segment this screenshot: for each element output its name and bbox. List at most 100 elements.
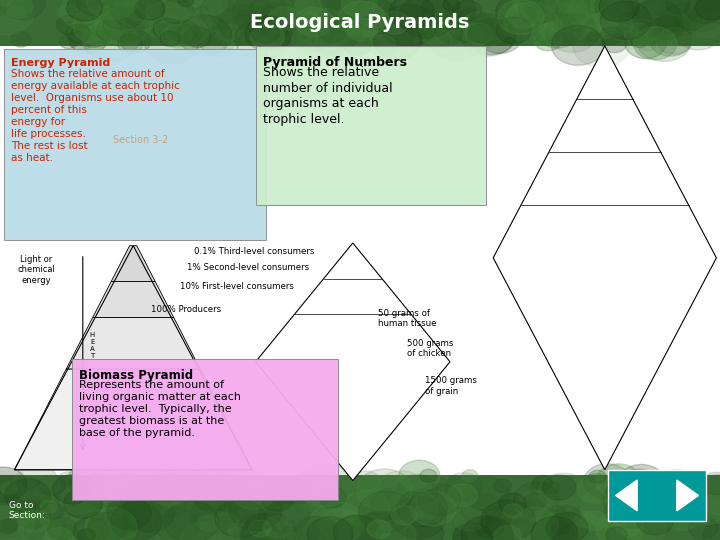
Circle shape <box>7 5 26 20</box>
Circle shape <box>83 0 139 39</box>
Circle shape <box>696 0 720 23</box>
Circle shape <box>144 494 166 510</box>
Circle shape <box>678 483 706 504</box>
Circle shape <box>503 504 523 518</box>
Circle shape <box>180 11 220 42</box>
Circle shape <box>595 5 635 36</box>
Circle shape <box>294 8 333 37</box>
Circle shape <box>107 497 151 530</box>
Circle shape <box>333 515 380 540</box>
Circle shape <box>600 1 652 39</box>
Circle shape <box>551 521 570 535</box>
Circle shape <box>614 512 644 535</box>
Circle shape <box>539 473 588 510</box>
Circle shape <box>70 35 91 51</box>
Circle shape <box>590 0 631 24</box>
Circle shape <box>160 458 210 496</box>
Circle shape <box>249 0 297 30</box>
Circle shape <box>1 482 17 494</box>
Circle shape <box>445 473 482 501</box>
Circle shape <box>376 0 396 9</box>
Circle shape <box>577 474 617 503</box>
Circle shape <box>66 510 120 540</box>
Circle shape <box>316 0 372 25</box>
Circle shape <box>96 4 151 45</box>
Circle shape <box>307 517 353 540</box>
Circle shape <box>471 28 484 37</box>
Circle shape <box>549 505 565 517</box>
Circle shape <box>188 0 202 6</box>
Circle shape <box>413 13 455 44</box>
Circle shape <box>507 0 538 23</box>
Circle shape <box>112 0 165 29</box>
Circle shape <box>625 28 666 59</box>
Circle shape <box>13 500 51 528</box>
Circle shape <box>213 513 239 532</box>
Circle shape <box>181 522 222 540</box>
Circle shape <box>350 513 404 540</box>
Circle shape <box>174 24 201 45</box>
Circle shape <box>94 2 150 44</box>
Circle shape <box>504 2 558 43</box>
Circle shape <box>611 469 667 511</box>
Circle shape <box>233 15 257 33</box>
Circle shape <box>665 20 678 29</box>
Circle shape <box>399 0 455 38</box>
Circle shape <box>116 491 140 509</box>
Circle shape <box>536 3 591 44</box>
Circle shape <box>81 0 130 26</box>
Circle shape <box>100 0 145 29</box>
Circle shape <box>66 0 103 21</box>
Circle shape <box>128 478 163 504</box>
Circle shape <box>498 0 544 35</box>
Circle shape <box>98 469 125 489</box>
Circle shape <box>464 23 493 44</box>
Text: Shows the relative amount of
energy available at each trophic
level.  Organisms : Shows the relative amount of energy avai… <box>11 69 180 163</box>
Circle shape <box>292 23 313 38</box>
Circle shape <box>96 20 124 40</box>
Text: Shows the relative
number of individual
organisms at each
trophic level.: Shows the relative number of individual … <box>263 66 392 126</box>
Circle shape <box>91 512 103 521</box>
Circle shape <box>467 19 516 55</box>
Circle shape <box>121 30 150 53</box>
Circle shape <box>681 1 720 31</box>
Circle shape <box>155 4 212 46</box>
Circle shape <box>572 25 590 39</box>
Circle shape <box>222 1 235 11</box>
Circle shape <box>521 8 538 21</box>
Circle shape <box>546 512 588 540</box>
Circle shape <box>118 35 143 53</box>
Circle shape <box>216 463 261 496</box>
Circle shape <box>69 24 108 53</box>
Circle shape <box>0 243 72 297</box>
Circle shape <box>292 18 349 60</box>
Circle shape <box>584 464 631 500</box>
Circle shape <box>536 512 586 540</box>
Circle shape <box>71 468 128 511</box>
Bar <box>72 359 338 500</box>
Circle shape <box>43 528 73 540</box>
Circle shape <box>125 0 150 13</box>
Circle shape <box>514 482 559 516</box>
Circle shape <box>462 470 478 482</box>
Circle shape <box>649 25 691 56</box>
Circle shape <box>657 28 692 55</box>
Polygon shape <box>256 243 450 481</box>
Circle shape <box>627 500 641 510</box>
Text: 500 grams
of chicken: 500 grams of chicken <box>407 339 453 358</box>
Circle shape <box>541 509 571 531</box>
Circle shape <box>24 523 44 538</box>
Circle shape <box>616 503 649 528</box>
Circle shape <box>353 471 380 491</box>
Text: 0.1% Third-level consumers: 0.1% Third-level consumers <box>194 247 315 255</box>
Circle shape <box>421 0 475 30</box>
Circle shape <box>698 0 720 14</box>
Polygon shape <box>493 46 716 470</box>
Bar <box>4 49 266 240</box>
Circle shape <box>164 502 219 540</box>
Circle shape <box>701 472 720 495</box>
Circle shape <box>659 0 712 31</box>
Circle shape <box>297 8 348 48</box>
Circle shape <box>420 469 437 482</box>
Circle shape <box>0 505 35 540</box>
